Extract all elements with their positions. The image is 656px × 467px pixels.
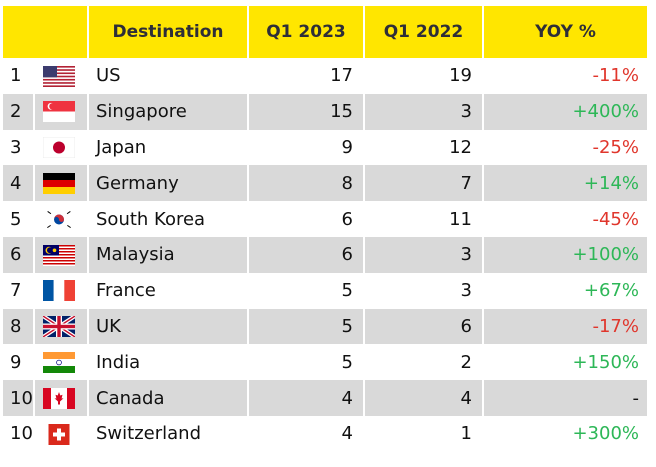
q1-2022-cell: 3 — [363, 236, 483, 273]
yoy-cell: +400% — [482, 93, 647, 130]
q1-2023-cell: 9 — [247, 129, 364, 166]
destination-cell: US — [87, 58, 248, 94]
south-korea-flag-icon — [43, 208, 75, 230]
destination-cell: India — [87, 344, 248, 381]
singapore-flag-icon — [43, 101, 75, 123]
table-row: 4 Germany 8 7 +14% — [3, 165, 647, 202]
header-destination: Destination — [87, 6, 248, 58]
q1-2023-cell: 8 — [247, 165, 364, 202]
table-row: 7 France 5 3 +67% — [3, 272, 647, 309]
yoy-cell: +150% — [482, 344, 647, 381]
rank-cell: 8 — [3, 308, 34, 345]
rank-cell: 10 — [3, 380, 34, 416]
flag-cell — [33, 93, 88, 130]
table-row: 5 South Korea 6 11 -45% — [3, 201, 647, 237]
switzerland-flag-icon — [43, 423, 75, 445]
table-row: 10 Canada 4 4- — [3, 380, 647, 416]
destination-cell: Japan — [87, 129, 248, 166]
q1-2022-cell: 11 — [363, 201, 483, 237]
q1-2023-cell: 6 — [247, 236, 364, 273]
q1-2022-cell: 2 — [363, 344, 483, 381]
q1-2022-cell: 3 — [363, 93, 483, 130]
q1-2023-cell: 5 — [247, 308, 364, 345]
q1-2023-cell: 5 — [247, 272, 364, 309]
france-flag-icon — [43, 280, 75, 302]
yoy-cell: -45% — [482, 201, 647, 237]
flag-cell — [33, 344, 88, 381]
malaysia-flag-icon — [43, 244, 75, 266]
header-row: Destination Q1 2023 Q1 2022 YOY % — [3, 6, 647, 58]
rank-cell: 7 — [10, 280, 22, 302]
table-row: 9 India 5 2 +150% — [3, 344, 647, 381]
q1-2023-cell: 4 — [247, 380, 364, 416]
yoy-cell: +100% — [482, 236, 647, 273]
q1-2022-cell: 4 — [363, 380, 483, 416]
rank-cell: 10 — [10, 423, 33, 445]
flag-cell — [33, 272, 88, 309]
table-row: 1 US 17 19 -11% — [3, 58, 647, 94]
table-row: 6 Malaysia 6 3 +100% — [3, 236, 647, 273]
germany-flag-icon — [43, 173, 75, 195]
q1-2023-cell: 5 — [247, 344, 364, 381]
yoy-cell: -25% — [482, 129, 647, 166]
yoy-cell: -17% — [482, 308, 647, 345]
q1-2023-cell: 17 — [247, 58, 364, 94]
q1-2022-cell: 3 — [363, 272, 483, 309]
header-yoy: YOY % — [482, 6, 647, 58]
yoy-cell: +300% — [482, 415, 647, 452]
q1-2022-cell: 19 — [363, 58, 483, 94]
flag-cell — [33, 380, 88, 416]
rank-cell: 9 — [10, 351, 22, 373]
destination-cell: Canada — [87, 380, 248, 416]
table-row: 8 UK 5 6 -17% — [3, 308, 647, 345]
table-row: 3 Japan 9 12 -25% — [3, 129, 647, 166]
q1-2023-cell: 15 — [247, 93, 364, 130]
destination-cell: France — [87, 272, 248, 309]
yoy-cell: +14% — [482, 165, 647, 202]
destination-cell: Switzerland — [87, 415, 248, 452]
rank-cell: 2 — [3, 93, 34, 130]
flag-cell — [33, 165, 88, 202]
rank-cell: 4 — [3, 165, 34, 202]
rank-cell: 5 — [10, 208, 22, 230]
flag-cell — [33, 308, 88, 345]
yoy-cell: +67% — [482, 272, 647, 309]
destination-cell: Germany — [87, 165, 248, 202]
india-flag-icon — [43, 352, 75, 374]
destination-cell: South Korea — [87, 201, 248, 237]
table-row: 10 Switzerland 4 1 +300% — [3, 415, 647, 452]
header-q1-2022: Q1 2022 — [363, 6, 483, 58]
q1-2022-cell: 12 — [363, 129, 483, 166]
header-rank — [3, 6, 88, 58]
flag-cell — [33, 58, 88, 94]
destination-cell: Singapore — [87, 93, 248, 130]
destination-cell: Malaysia — [87, 236, 248, 273]
flag-cell — [33, 415, 88, 452]
yoy-cell: - — [482, 380, 647, 416]
q1-2023-cell: 6 — [247, 201, 364, 237]
canada-flag-icon — [43, 387, 75, 409]
table-row: 2 Singapore 15 3 +400% — [3, 93, 647, 130]
q1-2023-cell: 4 — [247, 415, 364, 452]
rank-cell: 1 — [10, 65, 22, 87]
q1-2022-cell: 6 — [363, 308, 483, 345]
yoy-cell: -11% — [482, 58, 647, 94]
destination-table: Destination Q1 2023 Q1 2022 YOY % 1 US 17 1… — [3, 6, 647, 452]
destination-cell: UK — [87, 308, 248, 345]
flag-cell — [33, 236, 88, 273]
rank-cell: 6 — [3, 236, 34, 273]
uk-flag-icon — [43, 316, 75, 338]
us-flag-icon — [43, 65, 75, 87]
q1-2022-cell: 7 — [363, 165, 483, 202]
flag-cell — [33, 129, 88, 166]
q1-2022-cell: 1 — [363, 415, 483, 452]
flag-cell — [33, 201, 88, 237]
japan-flag-icon — [43, 137, 75, 159]
header-q1-2023: Q1 2023 — [247, 6, 364, 58]
rank-cell: 3 — [10, 136, 22, 158]
